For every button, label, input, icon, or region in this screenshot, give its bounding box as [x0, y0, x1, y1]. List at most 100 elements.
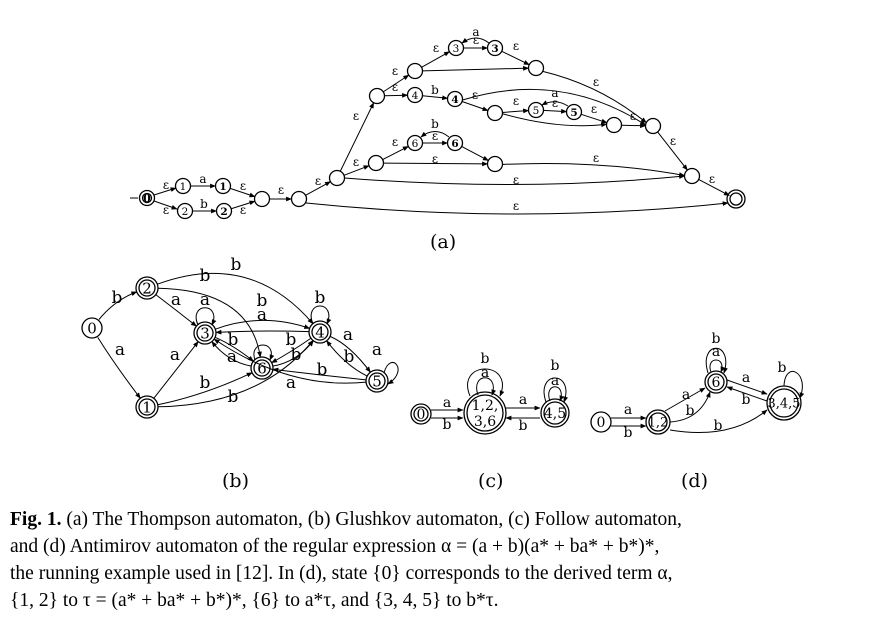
follow-state-12-36: 1,2,3,6 [463, 391, 507, 435]
thompson-state-c-circle [328, 169, 346, 187]
thompson-edge [502, 162, 686, 177]
glushkov-edge [329, 335, 371, 373]
thompson-edge-label: a [551, 86, 558, 100]
glushkov-state-4: 4 [308, 320, 332, 344]
thompson-state-s2b-label: 2 [220, 206, 227, 218]
glushkov-self-loop [195, 307, 217, 326]
antimirov-edge-label: b [742, 392, 751, 408]
thompson-edge [422, 65, 530, 72]
glushkov-edge [98, 291, 138, 320]
thompson-edge [422, 95, 449, 101]
thompson-edge-label: b [200, 197, 208, 211]
antimirov-edge-label: a [712, 344, 720, 360]
thompson-state-u2-circle [406, 62, 424, 80]
antimirov-edge-label: b [714, 418, 723, 434]
glushkov-edge [272, 367, 367, 381]
glushkov-state-0-circle [81, 317, 103, 339]
thompson-state-0: 0 [138, 189, 156, 207]
thompson-edge-label: ε [670, 134, 676, 148]
thompson-edge-label: ε [163, 203, 169, 217]
glushkov-state-5: 5 [365, 369, 389, 393]
glushkov-state-1: 1 [135, 395, 159, 419]
thompson-edge [621, 123, 647, 129]
glushkov-edge-label: a [286, 373, 296, 393]
caption-fig-label: Fig. 1. [10, 509, 62, 530]
panel-d-label: (d) [681, 470, 708, 492]
antimirov-edge [726, 379, 768, 395]
thompson-final-state-inner-circle [729, 192, 743, 206]
glushkov-edge-label: b [200, 266, 211, 286]
thompson-state-j2 [290, 190, 308, 208]
thompson-state-m-circle [683, 167, 701, 185]
thompson-state-s6: 6 [406, 134, 424, 152]
thompson-state-0-inner-circle [141, 192, 153, 204]
thompson-edge [382, 145, 409, 161]
thompson-state-s2: 2 [176, 202, 194, 220]
antimirov-state-6-inner-circle [707, 373, 725, 391]
glushkov-self-loop [383, 362, 399, 385]
glushkov-edge-label: b [344, 347, 355, 367]
antimirov-state-345-inner-circle [769, 388, 799, 418]
glushkov-state-4-label: 4 [315, 323, 325, 341]
glushkov-edge-label: b [317, 360, 328, 380]
antimirov-edge-label: a [682, 387, 690, 403]
thompson-state-s5-label: 5 [533, 105, 540, 117]
follow-state-12-36-inner [466, 394, 504, 432]
thompson-state-u4 [486, 104, 504, 122]
thompson-edge [421, 51, 450, 68]
glushkov-edge [272, 340, 314, 367]
follow-edge-label: a [551, 373, 559, 389]
thompson-state-s6-label: 6 [412, 138, 419, 150]
thompson-state-s1-label: 1 [180, 181, 187, 193]
antimirov-state-345-label: 3,4,5 [767, 397, 800, 412]
thompson-edge-label: ε [513, 94, 519, 108]
glushkov-edge-label: a [170, 345, 180, 365]
antimirov-edge [664, 387, 706, 412]
glushkov-edge-label: b [315, 288, 326, 308]
thompson-edge-label: ε [513, 39, 519, 53]
thompson-edge-label: ε [315, 174, 321, 188]
thompson-state-v2 [486, 155, 504, 173]
antimirov-self-loop [783, 371, 805, 399]
thompson-edge-label: ε [472, 88, 478, 102]
thompson-state-s6b-label: 6 [451, 138, 458, 150]
thompson-edge [461, 101, 489, 112]
thompson-state-u1-circle [368, 87, 386, 105]
antimirov-edge-label: b [778, 360, 787, 376]
antimirov-self-loop [705, 347, 728, 374]
thompson-edge [343, 165, 370, 176]
thompson-state-s2b: 2 [215, 202, 233, 220]
thompson-edge-label: ε [392, 135, 398, 149]
thompson-edge-label: ε [392, 64, 398, 78]
glushkov-edge-label: b [231, 255, 242, 275]
thompson-state-s4-label: 4 [412, 90, 419, 102]
follow-edge-label: a [519, 392, 527, 408]
glushkov-edge-label: b [112, 288, 123, 308]
thompson-edge-label: ε [432, 152, 438, 166]
thompson-state-0-label: 0 [143, 192, 151, 205]
glushkov-state-1-label: 1 [142, 398, 152, 416]
thompson-state-v1-circle [367, 154, 385, 172]
thompson-state-s1b-label: 1 [219, 181, 226, 193]
panel-b-label: (b) [222, 470, 249, 492]
glushkov-edge-label: b [200, 373, 211, 393]
thompson-edge-label: ε [630, 109, 636, 123]
thompson-state-m [683, 167, 701, 185]
thompson-edge-label: ε [593, 151, 599, 165]
thompson-edge [657, 131, 688, 171]
glushkov-edge [155, 294, 197, 327]
thompson-edge [231, 200, 256, 210]
glushkov-edge-label: a [115, 340, 125, 360]
thompson-state-v1 [367, 154, 385, 172]
follow-edge-label: b [551, 358, 560, 374]
glushkov-state-6-label: 6 [257, 359, 267, 377]
glushkov-self-loop [310, 305, 332, 325]
glushkov-edge-label: a [257, 305, 267, 325]
antimirov-state-12-label: 1,2 [648, 416, 669, 431]
glushkov-state-1-inner-circle [138, 398, 156, 416]
glushkov-edge-label: b [286, 330, 297, 350]
